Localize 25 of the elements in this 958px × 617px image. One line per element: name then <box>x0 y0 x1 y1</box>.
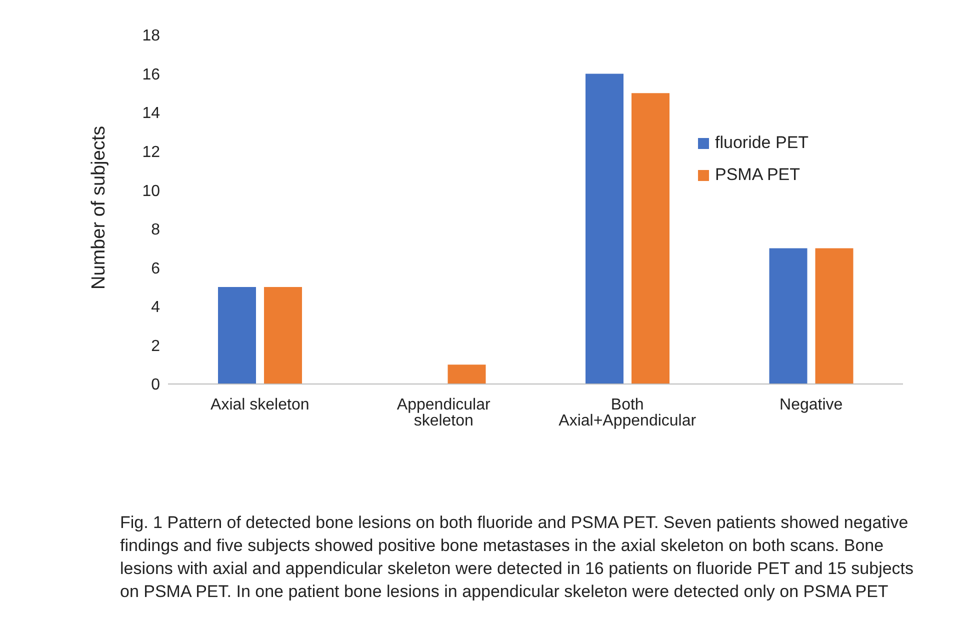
caption: Fig. 1 Pattern of detected bone lesions on both fluoride and PSMA PET. Seven patients showed negative findings and five subjects showed positive bone metastases in the axial skeleton on both scans. Bone lesions with axial and appendicular skeleton were detected in 16 patients on fluoride PET and 15 subjects on PSMA PET. In one patient bone lesions in appendicular skeleton were detected only on PSMA PET <box>120 512 915 603</box>
bar <box>218 287 256 384</box>
x-tick-label: Negative <box>780 396 843 414</box>
y-axis-title: Number of subjects <box>88 126 110 290</box>
x-tick-label: Axial skeleton <box>210 396 310 414</box>
y-tick-label: 16 <box>142 66 160 84</box>
y-tick-label: 0 <box>151 376 160 394</box>
bar <box>632 93 670 384</box>
y-tick-label: 12 <box>142 144 160 162</box>
bar <box>815 248 854 384</box>
legend-label: fluoride PET <box>715 133 809 153</box>
y-tick-label: 14 <box>142 105 160 122</box>
bar <box>448 364 486 384</box>
x-tick-label: Both Axial+Appendicular <box>558 396 697 430</box>
y-tick-label: 2 <box>151 338 160 355</box>
y-tick-label: 6 <box>151 260 160 278</box>
x-tick-label: Appendicular skeleton <box>396 396 491 430</box>
bar <box>264 287 302 384</box>
bar <box>769 248 808 384</box>
y-tick-label: 8 <box>151 222 160 239</box>
y-tick-label: 10 <box>142 182 160 200</box>
legend-label: PSMA PET <box>715 165 800 185</box>
y-tick-label: 18 <box>142 28 160 45</box>
y-tick-label: 4 <box>151 299 160 316</box>
bar <box>586 74 624 384</box>
